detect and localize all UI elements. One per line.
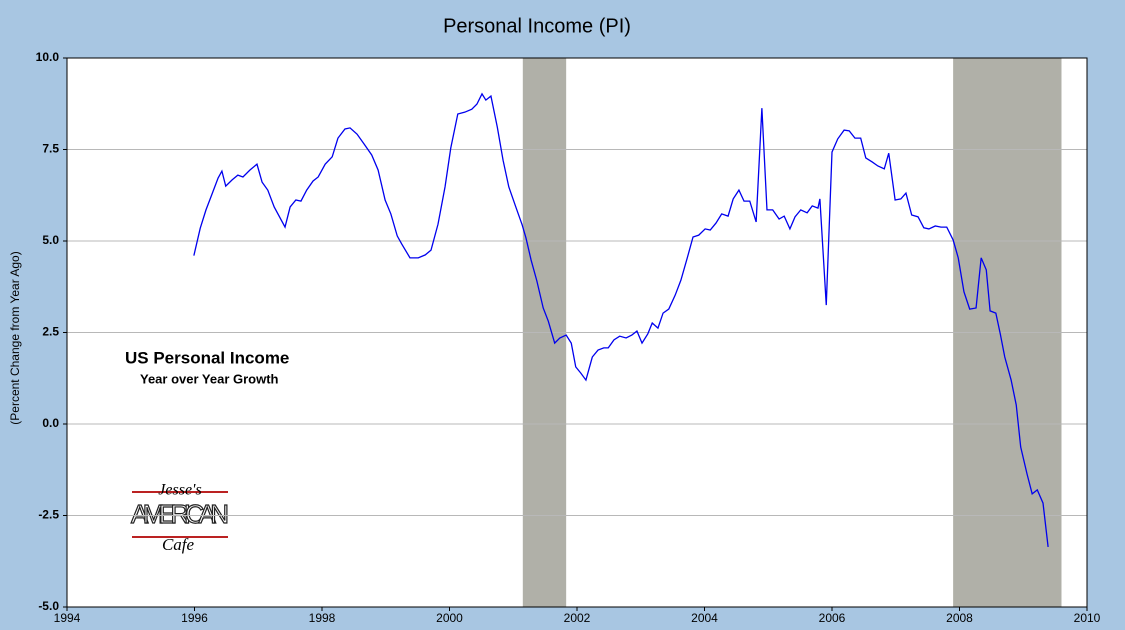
data-line (193, 92, 1049, 548)
logo-text: Jesse's (158, 482, 201, 499)
y-tick-label: 7.5 (42, 142, 59, 156)
chart-title: Personal Income (PI) (443, 15, 631, 37)
y-tick-label: 2.5 (42, 325, 59, 339)
y-tick-label: -5.0 (38, 599, 59, 613)
annotation: US Personal Income (125, 348, 289, 367)
x-tick-label: 2000 (436, 611, 463, 625)
y-axis-label: (Percent Change from Year Ago) (8, 251, 22, 424)
x-tick-label: 2008 (946, 611, 973, 625)
logo-text: Cafe (162, 535, 195, 554)
logo: Jesse's AMERICAN Cafe (130, 482, 229, 554)
x-tick-label: 2004 (691, 611, 718, 625)
x-tick-label: 2006 (819, 611, 846, 625)
x-tick-label: 2002 (564, 611, 591, 625)
annotation: Year over Year Growth (140, 371, 279, 386)
y-tick-label: 0.0 (42, 416, 59, 430)
y-tick-label: -2.5 (38, 508, 59, 522)
x-tick-label: 1994 (54, 611, 81, 625)
y-tick-label: 5.0 (42, 233, 59, 247)
y-tick-label: 10.0 (36, 50, 60, 64)
x-tick-label: 1998 (309, 611, 336, 625)
logo-text: AMERICAN (131, 499, 229, 529)
x-tick-label: 1996 (181, 611, 208, 625)
x-tick-label: 2010 (1074, 611, 1101, 625)
plot-border (66, 57, 1088, 608)
